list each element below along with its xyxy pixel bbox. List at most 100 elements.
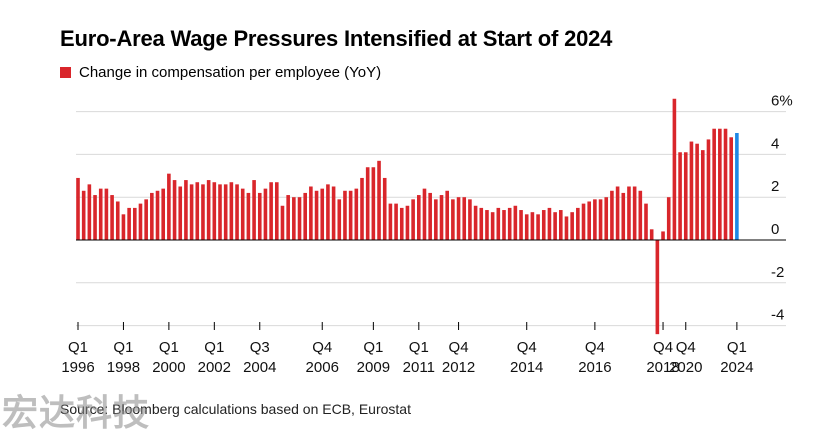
bar [172, 180, 177, 240]
bar [303, 192, 307, 240]
bar [598, 199, 603, 240]
bar [564, 216, 569, 240]
bar [365, 167, 370, 240]
bar [502, 210, 506, 240]
bar [257, 192, 262, 240]
watermark-logo: 宏达科技 [2, 393, 151, 434]
bar [615, 186, 620, 240]
x-tick-label-year: 2016 [578, 359, 611, 376]
bar [576, 207, 580, 240]
legend-label: Change in compensation per employee (YoY… [79, 64, 382, 81]
bar [581, 203, 586, 240]
bar [360, 177, 364, 240]
x-tick-label-year: 2014 [510, 359, 543, 376]
bar [93, 195, 97, 240]
bar [343, 190, 347, 240]
y-tick-label: -2 [771, 264, 784, 281]
bar [178, 186, 183, 240]
bar [666, 197, 671, 240]
bar [167, 173, 171, 240]
bar [155, 190, 160, 240]
bar [649, 229, 654, 240]
bar [530, 212, 535, 240]
bar [394, 203, 398, 240]
y-tick-label: 2 [771, 178, 779, 195]
y-tick-label: -4 [771, 307, 784, 324]
bar [292, 197, 296, 240]
x-tick-label-year: 2012 [442, 359, 475, 376]
bar [144, 199, 148, 240]
bar-chart: 6% 4 2 0 -2 -4 Q1 1996 Q1 1998 Q1 2000 Q1 2002 Q3 2004 Q… [61, 93, 792, 376]
x-tick-label-year: 2020 [669, 359, 702, 376]
y-tick-label: 0 [771, 221, 779, 238]
bar [559, 210, 563, 240]
bar [701, 150, 705, 240]
x-tick-label-quarter: Q3 [250, 339, 270, 356]
bar [473, 205, 478, 240]
bar [263, 188, 268, 240]
bar [297, 197, 302, 240]
x-tick-label-quarter: Q1 [409, 339, 429, 356]
bar [695, 143, 699, 240]
bar [309, 186, 313, 240]
bar [275, 182, 279, 240]
bar [189, 184, 194, 240]
x-tick-label-quarter: Q4 [585, 339, 605, 356]
bar [399, 207, 404, 240]
x-tick-label-year: 2009 [357, 359, 390, 376]
bar [678, 152, 682, 240]
bar [314, 190, 319, 240]
bar [229, 182, 234, 240]
bar [462, 197, 467, 240]
bar [644, 203, 648, 240]
x-tick-label-quarter: Q1 [68, 339, 88, 356]
bar [150, 192, 154, 240]
bar [280, 205, 285, 240]
chart-title: Euro-Area Wage Pressures Intensified at … [60, 26, 613, 51]
bar [655, 240, 660, 335]
bar [672, 98, 677, 240]
source-note: Source: Bloomberg calculations based on … [60, 401, 411, 417]
bar [456, 197, 461, 240]
x-tick-label-quarter: Q4 [312, 339, 332, 356]
bar [496, 207, 501, 240]
bar [683, 152, 688, 240]
bar [513, 205, 518, 240]
x-tick-label-year: 2018 [646, 359, 679, 376]
bar [195, 182, 200, 240]
bar [76, 177, 80, 240]
bar [388, 203, 393, 240]
bar [553, 212, 557, 240]
bar [246, 192, 251, 240]
y-tick-label: 4 [771, 135, 779, 152]
bar [541, 210, 546, 240]
bar [184, 180, 188, 240]
bar [98, 188, 103, 240]
bar [371, 167, 376, 240]
bar [507, 207, 512, 240]
bar [627, 186, 631, 240]
bar [252, 180, 256, 240]
bar [133, 207, 137, 240]
x-tick-label-quarter: Q1 [363, 339, 383, 356]
x-tick-label-year: 2024 [720, 359, 753, 376]
bar [519, 210, 523, 240]
x-tick-label-year: 2006 [306, 359, 339, 376]
bar [638, 190, 643, 240]
bar [104, 188, 109, 240]
bar [468, 199, 472, 240]
bar [729, 137, 733, 240]
bar [348, 190, 353, 240]
bar [326, 184, 330, 240]
bar [428, 192, 432, 240]
x-tick-label-quarter: Q4 [676, 339, 696, 356]
x-tick-label-quarter: Q1 [727, 339, 747, 356]
x-tick-label-quarter: Q4 [517, 339, 537, 356]
legend-swatch [60, 67, 71, 78]
x-tick-label-quarter: Q1 [204, 339, 224, 356]
bar [206, 180, 211, 240]
bar [235, 184, 239, 240]
legend: Change in compensation per employee (YoY… [60, 64, 381, 81]
bar [110, 195, 114, 240]
bar [286, 195, 290, 240]
